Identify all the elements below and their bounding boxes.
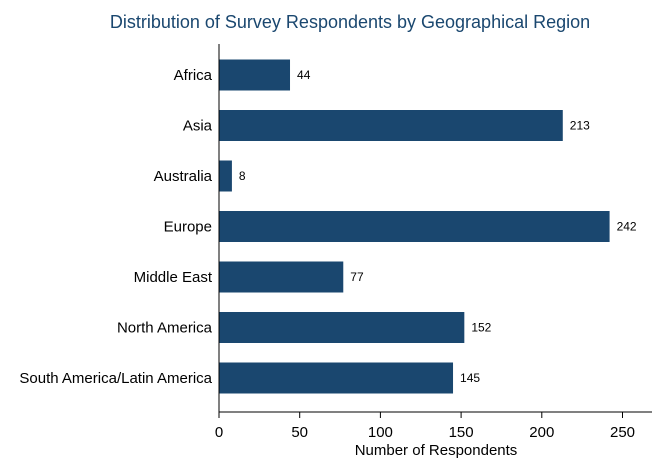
category-label-europe: Europe bbox=[164, 219, 212, 236]
x-tick-label-250: 250 bbox=[610, 424, 635, 441]
bar-asia bbox=[219, 110, 563, 141]
x-tick-label-50: 50 bbox=[291, 424, 308, 441]
value-label-australia: 8 bbox=[239, 169, 246, 183]
x-axis-ticks: 0 50 100 150 200 250 bbox=[215, 412, 635, 441]
category-labels: Africa Asia Australia Europe Middle East Nort… bbox=[19, 67, 212, 387]
x-tick-label-200: 200 bbox=[529, 424, 554, 441]
value-label-africa: 44 bbox=[297, 68, 311, 82]
value-labels: 44 213 8 242 77 152 145 bbox=[239, 68, 637, 385]
category-label-north-america: North America bbox=[117, 320, 213, 337]
category-label-middle-east: Middle East bbox=[134, 269, 213, 286]
bar-africa bbox=[219, 59, 291, 91]
value-label-north-america: 152 bbox=[471, 321, 491, 335]
bar-north-america bbox=[219, 312, 465, 343]
category-label-asia: Asia bbox=[183, 118, 213, 135]
category-label-australia: Australia bbox=[154, 168, 213, 185]
bar-europe bbox=[219, 211, 610, 242]
value-label-europe: 242 bbox=[617, 220, 637, 234]
category-label-africa: Africa bbox=[174, 67, 213, 84]
x-axis-title: Number of Respondents bbox=[355, 442, 518, 458]
value-label-south-america-latin-america: 145 bbox=[460, 371, 480, 385]
x-tick-label-0: 0 bbox=[215, 424, 223, 441]
bar-australia bbox=[219, 160, 232, 192]
category-label-south-america-latin-america: South America/Latin America bbox=[19, 370, 212, 387]
value-label-asia: 213 bbox=[570, 119, 590, 133]
bar-middle-east bbox=[219, 261, 344, 293]
x-tick-label-150: 150 bbox=[449, 424, 474, 441]
x-tick-label-100: 100 bbox=[368, 424, 393, 441]
bar-south-america-latin-america bbox=[219, 362, 454, 394]
bars-group bbox=[219, 59, 610, 394]
value-label-middle-east: 77 bbox=[350, 270, 364, 284]
chart-title: Distribution of Survey Respondents by Ge… bbox=[110, 12, 590, 32]
